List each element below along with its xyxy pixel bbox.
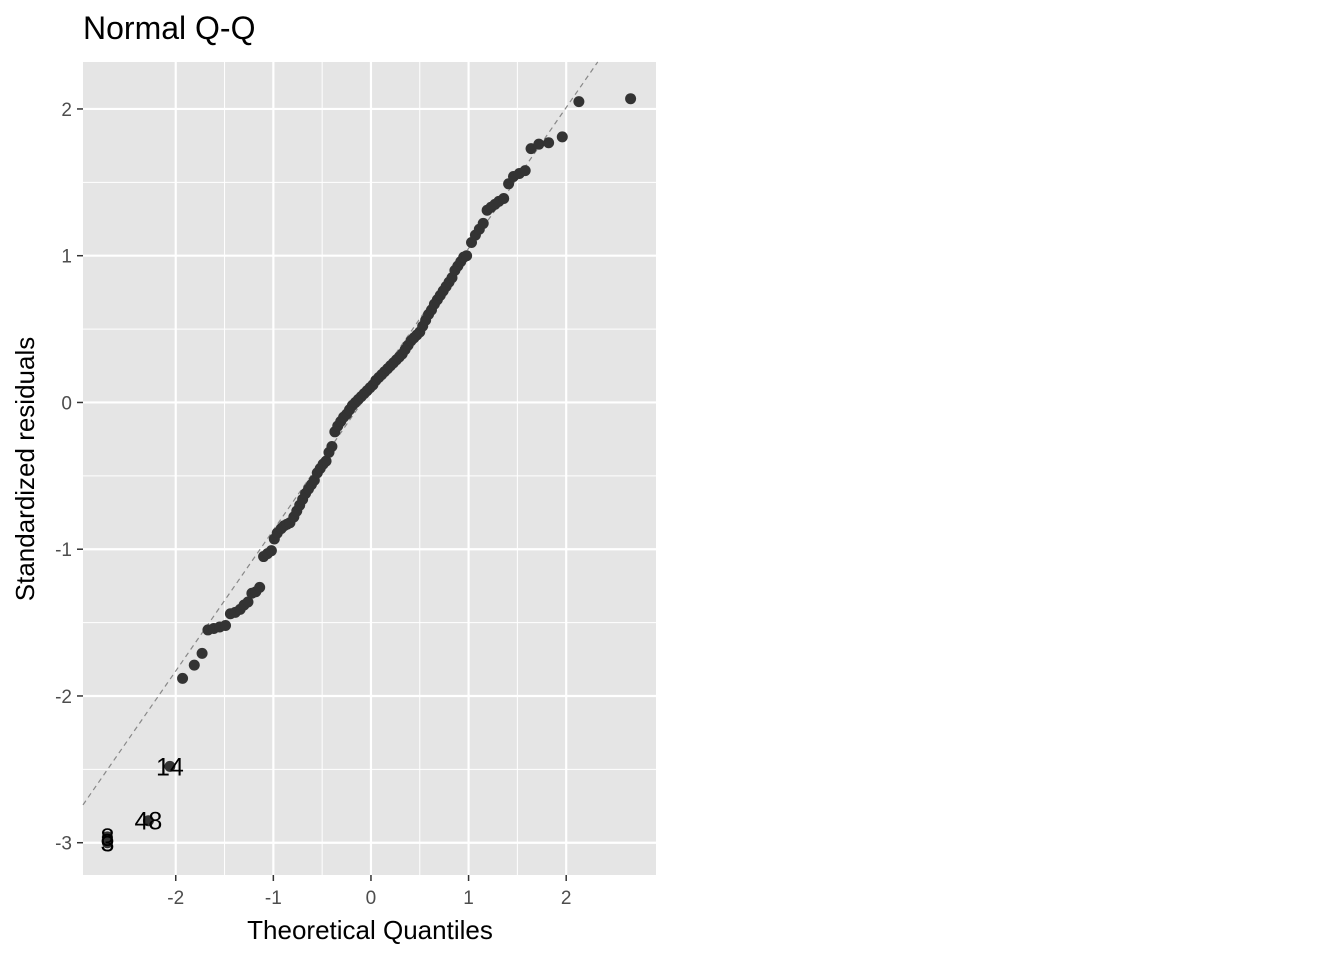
x-axis-ticks: -2 -1 0 1 2 [167, 875, 571, 909]
data-point [101, 831, 113, 843]
point-labels: 83 48 14 [100, 753, 183, 857]
data-point [254, 581, 266, 593]
x-tick-label: 1 [463, 888, 474, 909]
y-tick-label: 2 [61, 100, 72, 121]
chart-title: Normal Q-Q [83, 10, 255, 46]
y-tick-label: 0 [61, 393, 72, 414]
data-point [326, 440, 338, 452]
data-point [556, 131, 568, 143]
data-point [196, 647, 208, 659]
x-tick-label: -2 [167, 888, 184, 909]
data-point [242, 596, 254, 608]
point-label: 8 [100, 824, 114, 852]
point-label: 14 [156, 753, 184, 781]
point-label: 48 [134, 808, 162, 836]
data-point [573, 96, 585, 108]
x-tick-label: 0 [366, 888, 377, 909]
data-point [188, 659, 200, 671]
data-point [220, 620, 232, 632]
data-point [543, 137, 555, 149]
major-gridlines [83, 62, 656, 875]
reference-line [82, 61, 599, 806]
x-tick-label: -1 [265, 888, 282, 909]
data-point [265, 545, 277, 557]
data-point [461, 250, 473, 262]
x-tick-label: 2 [561, 888, 572, 909]
plot-panel [83, 62, 656, 875]
point-label: 3 [100, 830, 114, 858]
y-axis-ticks: -3 -2 -1 0 1 2 [55, 100, 83, 855]
y-tick-label: -2 [55, 687, 72, 708]
data-point [533, 138, 545, 150]
data-point [142, 815, 154, 827]
data-point [498, 192, 510, 204]
y-axis-title: Standardized residuals [10, 337, 40, 602]
data-points [101, 93, 637, 849]
data-point [477, 217, 489, 229]
data-point [625, 93, 637, 105]
data-point [164, 760, 176, 772]
data-point [519, 165, 531, 177]
x-axis-title: Theoretical Quantiles [247, 915, 493, 945]
y-tick-label: -1 [55, 540, 72, 561]
y-tick-label: 1 [61, 247, 72, 268]
data-point [320, 455, 332, 467]
reference-line-layer [82, 61, 599, 806]
y-tick-label: -3 [55, 834, 72, 855]
data-point [177, 672, 189, 684]
